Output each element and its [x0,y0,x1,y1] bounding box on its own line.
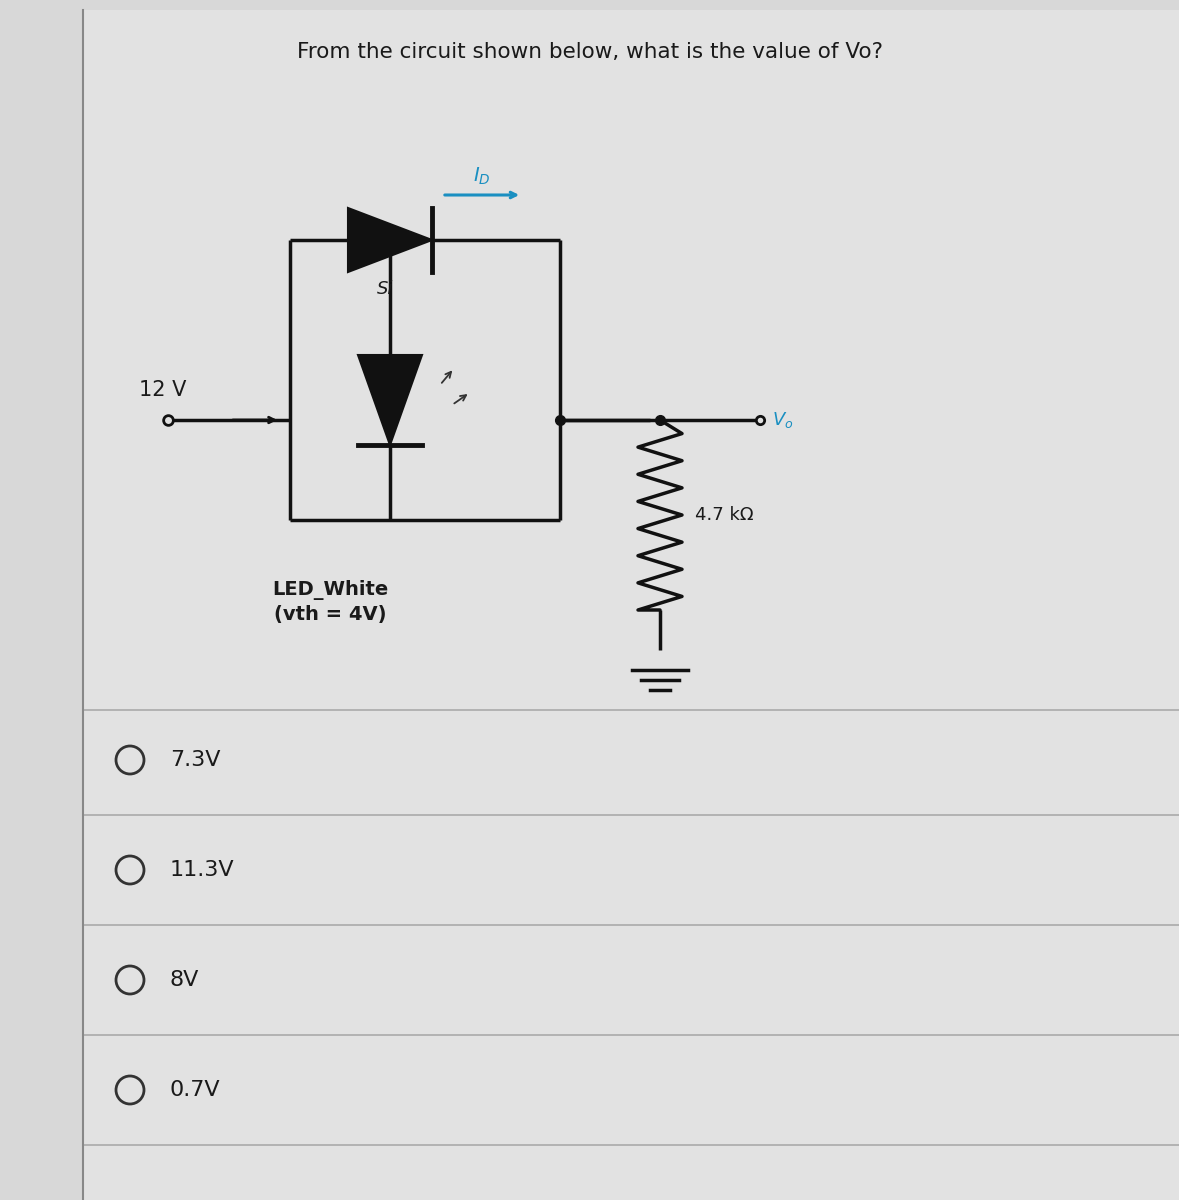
Text: 7.3V: 7.3V [170,750,220,770]
Text: 11.3V: 11.3V [170,860,235,880]
Text: 12 V: 12 V [139,380,186,400]
Text: From the circuit shown below, what is the value of Vo?: From the circuit shown below, what is th… [297,42,883,62]
Text: $I_D$: $I_D$ [473,166,490,187]
Text: Si: Si [377,280,393,298]
Text: $V_o$: $V_o$ [772,410,793,430]
Text: LED_White: LED_White [272,580,388,600]
Polygon shape [348,208,432,272]
Polygon shape [358,355,422,445]
Text: 0.7V: 0.7V [170,1080,220,1100]
FancyBboxPatch shape [83,10,1179,1200]
Text: 8V: 8V [170,970,199,990]
Text: 4.7 kΩ: 4.7 kΩ [694,506,753,524]
Text: (vth = 4V): (vth = 4V) [274,605,387,624]
